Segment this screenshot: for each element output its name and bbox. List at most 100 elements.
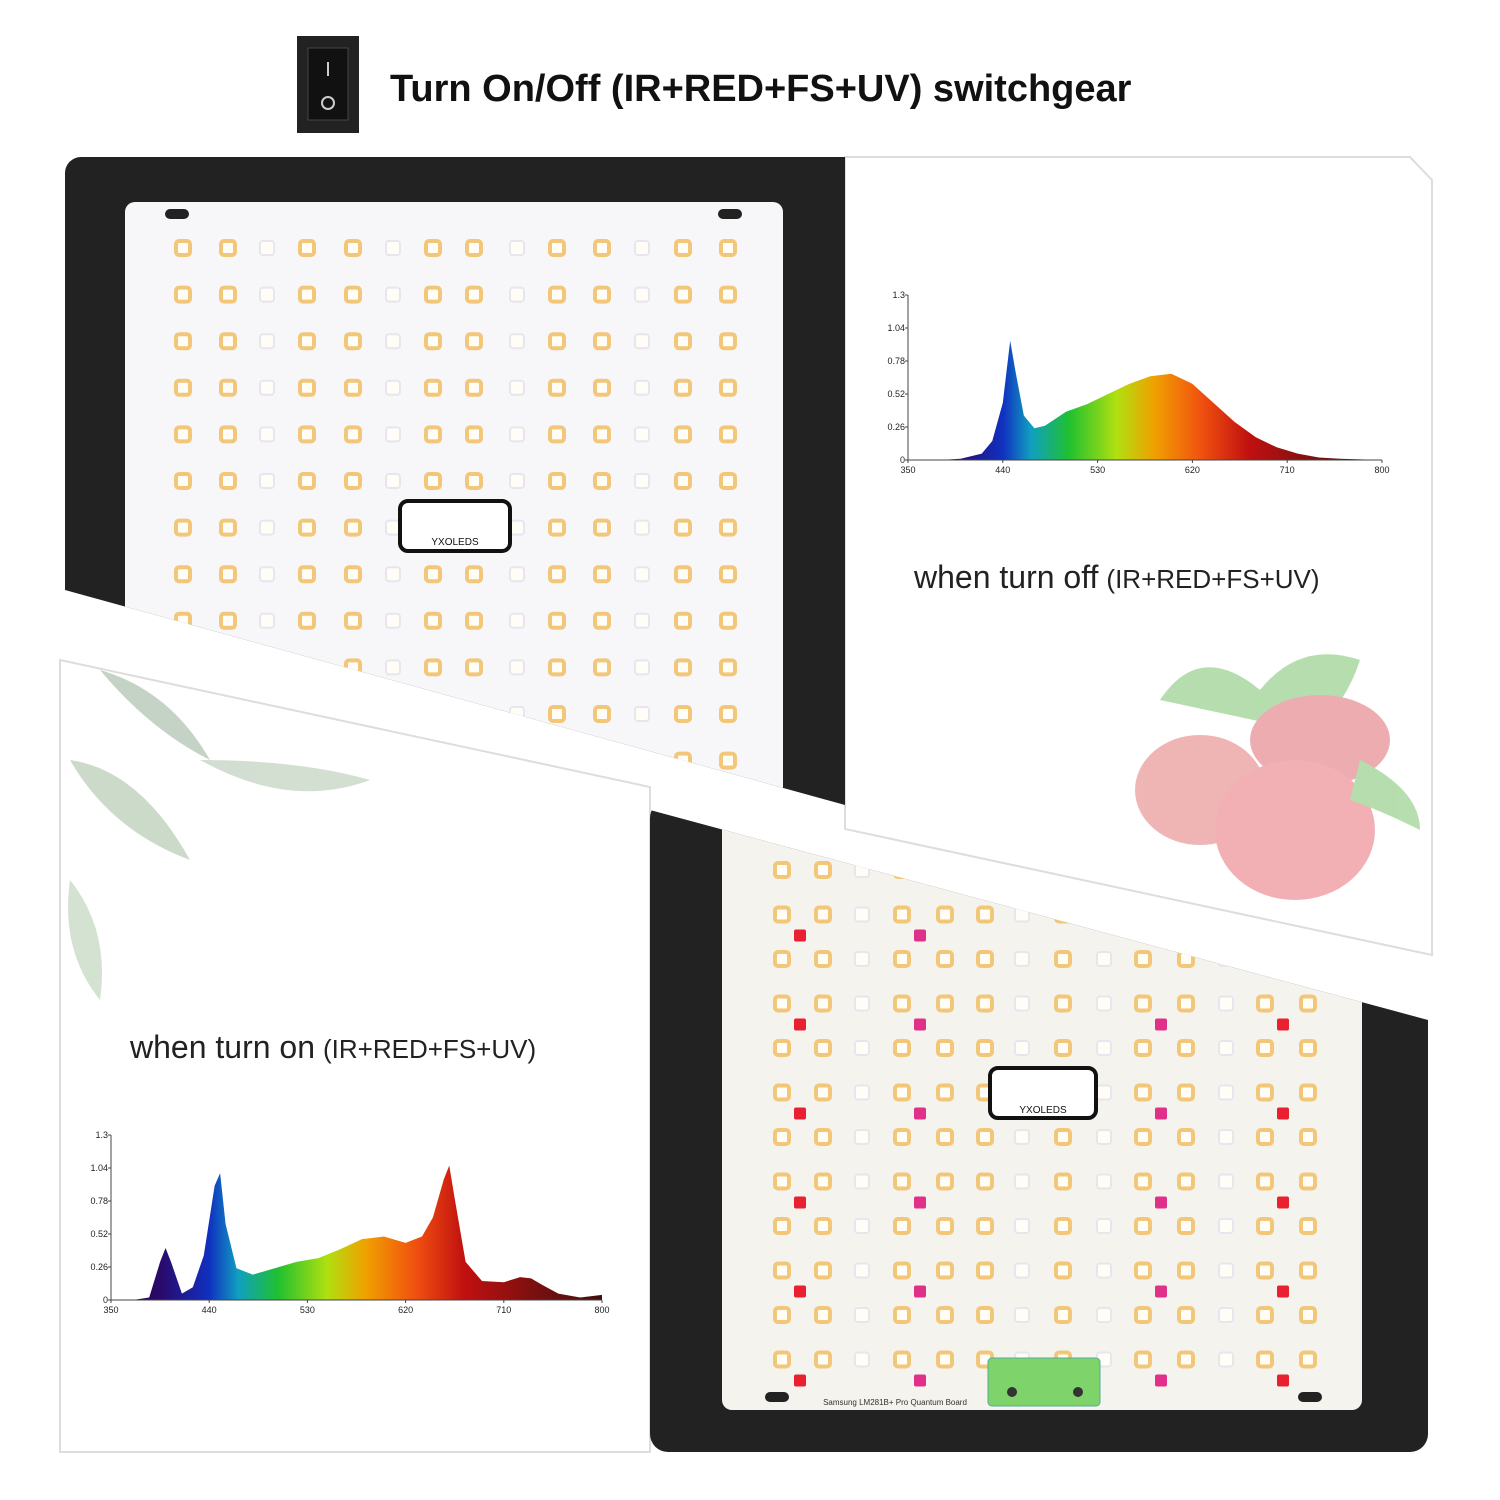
led — [773, 1083, 791, 1102]
leaf — [70, 760, 190, 860]
led — [773, 950, 791, 968]
x-tick-label: 800 — [594, 1305, 609, 1315]
led — [1054, 905, 1072, 924]
led — [719, 239, 737, 257]
led-color — [914, 1018, 926, 1031]
led — [298, 565, 316, 584]
x-tick-label: 800 — [1374, 465, 1389, 475]
led — [344, 425, 362, 444]
led-color — [794, 1374, 806, 1387]
led — [509, 333, 525, 350]
led — [465, 239, 483, 257]
led — [1177, 905, 1195, 924]
led — [1014, 951, 1030, 967]
led — [893, 1217, 911, 1235]
led — [1014, 1129, 1030, 1145]
led — [893, 905, 911, 924]
led — [719, 518, 737, 537]
led — [298, 332, 316, 351]
led — [674, 378, 692, 397]
caption-detail: (IR+RED+FS+UV) — [1106, 564, 1319, 594]
led — [259, 473, 275, 489]
led — [385, 519, 401, 536]
brand: YXOLEDS — [431, 537, 479, 548]
strawberries — [1135, 654, 1420, 900]
led — [259, 659, 275, 676]
led — [976, 1261, 994, 1280]
brand: YXOLEDS — [1019, 1105, 1067, 1116]
caption-text: when turn on — [129, 1029, 315, 1065]
led — [465, 285, 483, 304]
led — [814, 1172, 832, 1191]
led-color — [794, 1018, 806, 1031]
led — [593, 378, 611, 397]
led — [298, 378, 316, 397]
led — [1096, 1084, 1112, 1101]
led — [1054, 994, 1072, 1013]
led-color — [1155, 1107, 1167, 1120]
led — [548, 705, 566, 723]
led — [424, 332, 442, 351]
led — [219, 472, 237, 490]
led — [1218, 1262, 1234, 1279]
led — [814, 861, 832, 879]
y-tick-label: 0 — [103, 1295, 108, 1305]
led — [344, 285, 362, 304]
led — [465, 565, 483, 584]
led — [465, 611, 483, 630]
led — [259, 286, 275, 303]
led — [1134, 1172, 1152, 1191]
led — [814, 1306, 832, 1324]
led — [854, 995, 870, 1012]
led — [424, 239, 442, 257]
led — [509, 379, 525, 396]
led — [893, 950, 911, 968]
led — [548, 332, 566, 351]
led — [1256, 1172, 1274, 1191]
led — [674, 658, 692, 677]
logo: YXOLEDS — [988, 1066, 1098, 1120]
led — [674, 285, 692, 304]
y-tick-label: 0.52 — [887, 389, 905, 399]
led — [1218, 1351, 1234, 1368]
led — [465, 378, 483, 397]
led — [674, 751, 692, 770]
led — [854, 1040, 870, 1056]
led — [385, 659, 401, 676]
led — [936, 994, 954, 1013]
led — [1014, 1218, 1030, 1234]
led — [1096, 1218, 1112, 1234]
led — [634, 333, 650, 350]
led — [298, 285, 316, 304]
led-color — [914, 1285, 926, 1298]
plant — [68, 670, 370, 1000]
led — [773, 994, 791, 1013]
led — [1096, 995, 1112, 1012]
led — [385, 706, 401, 722]
led — [1054, 1306, 1072, 1324]
led — [976, 1306, 994, 1324]
led — [548, 611, 566, 630]
led — [976, 1172, 994, 1191]
led — [1134, 1083, 1152, 1102]
board-model: Samsung LM281B+ Pro Quantum Board — [823, 1398, 967, 1407]
led — [1218, 1218, 1234, 1234]
led — [674, 425, 692, 444]
logo: YXOLEDS — [398, 499, 512, 553]
led — [674, 472, 692, 490]
led — [259, 519, 275, 536]
led — [1096, 951, 1112, 967]
led — [344, 239, 362, 257]
led — [854, 1218, 870, 1234]
y-tick-label: 0.52 — [90, 1229, 108, 1239]
led — [509, 426, 525, 443]
y-tick-label: 0.26 — [887, 422, 905, 432]
led — [424, 611, 442, 630]
led-color — [1277, 1285, 1289, 1298]
led — [976, 950, 994, 968]
led — [936, 950, 954, 968]
led — [174, 285, 192, 304]
led — [344, 658, 362, 677]
led — [1134, 1306, 1152, 1324]
